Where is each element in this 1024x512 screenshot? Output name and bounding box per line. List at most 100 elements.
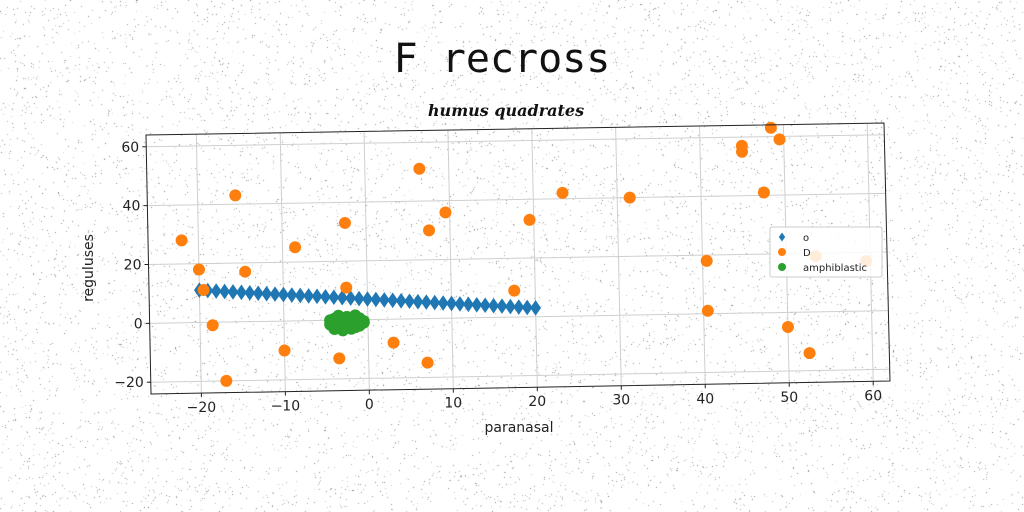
data-point bbox=[437, 295, 449, 311]
data-point bbox=[244, 285, 256, 301]
data-point bbox=[192, 263, 205, 276]
x-tick-label: 30 bbox=[612, 393, 630, 409]
x-tick-label: −20 bbox=[187, 400, 217, 416]
x-tick-label: 40 bbox=[696, 391, 714, 407]
data-point bbox=[504, 298, 516, 315]
legend-box bbox=[769, 226, 883, 278]
data-point bbox=[311, 288, 323, 305]
data-point bbox=[423, 224, 436, 237]
data-point bbox=[623, 191, 636, 204]
data-point bbox=[530, 300, 542, 316]
data-point bbox=[701, 304, 714, 317]
data-point bbox=[421, 356, 434, 369]
data-point bbox=[378, 292, 390, 308]
data-point bbox=[338, 216, 351, 229]
y-gridline bbox=[147, 192, 886, 207]
data-point bbox=[269, 286, 281, 302]
series-3 bbox=[324, 309, 370, 337]
data-point bbox=[523, 213, 536, 226]
chart-subtitle: humus quadrates bbox=[428, 101, 584, 120]
x-axis-label: paranasal bbox=[484, 420, 553, 436]
series-2 bbox=[175, 121, 873, 387]
x-tick-label: 50 bbox=[780, 390, 798, 406]
data-point bbox=[521, 299, 533, 316]
data-point bbox=[387, 292, 399, 309]
data-point bbox=[303, 288, 315, 304]
y-tick-labels: −20 0 20 40 60 bbox=[114, 140, 151, 391]
data-markers bbox=[175, 121, 873, 387]
data-point bbox=[362, 291, 373, 307]
y-tick-label: −20 bbox=[114, 375, 144, 391]
data-point bbox=[235, 284, 247, 301]
data-point bbox=[387, 336, 400, 349]
data-point bbox=[210, 283, 222, 299]
data-point bbox=[353, 290, 365, 307]
data-point bbox=[513, 299, 525, 315]
data-point bbox=[496, 298, 508, 314]
y-axis-label: reguluses bbox=[81, 234, 97, 302]
grid-lines bbox=[146, 123, 890, 394]
data-point bbox=[764, 121, 777, 134]
y-tick-label: 60 bbox=[121, 140, 139, 156]
data-point bbox=[320, 289, 331, 305]
data-point bbox=[508, 284, 521, 297]
data-point bbox=[261, 285, 273, 302]
data-point bbox=[349, 309, 362, 322]
x-tick-label: 10 bbox=[444, 396, 462, 412]
data-point bbox=[395, 293, 407, 309]
data-point bbox=[227, 284, 239, 300]
data-point bbox=[773, 133, 786, 146]
data-point bbox=[353, 319, 366, 332]
data-point bbox=[219, 283, 230, 300]
data-point bbox=[345, 290, 357, 306]
data-point bbox=[340, 281, 353, 294]
data-point bbox=[446, 295, 457, 312]
data-point bbox=[462, 296, 474, 313]
data-point bbox=[803, 347, 816, 360]
data-point bbox=[278, 344, 291, 357]
legend-entry: amphiblastic bbox=[803, 263, 867, 274]
data-point bbox=[413, 162, 426, 175]
data-point bbox=[488, 297, 499, 314]
data-point bbox=[471, 296, 483, 313]
data-point bbox=[757, 186, 770, 199]
data-point bbox=[294, 287, 306, 304]
data-point bbox=[439, 206, 452, 219]
chart-title: F recross bbox=[394, 36, 611, 82]
data-point bbox=[333, 352, 346, 365]
data-point bbox=[404, 293, 415, 310]
data-point bbox=[252, 285, 264, 302]
y-tick-label: 40 bbox=[123, 199, 141, 215]
plot-area: −20 −10 0 10 20 30 40 50 60 −20 0 20 40 60 bbox=[114, 121, 891, 416]
legend-marker bbox=[778, 263, 786, 271]
x-tick-label: 0 bbox=[365, 397, 374, 413]
y-gridline bbox=[148, 251, 888, 265]
data-point bbox=[175, 234, 188, 247]
plot-frame bbox=[145, 122, 891, 395]
data-point bbox=[220, 374, 233, 387]
data-point bbox=[736, 145, 749, 158]
data-point bbox=[429, 294, 441, 311]
data-point bbox=[700, 254, 713, 267]
y-tick-label: 20 bbox=[124, 258, 142, 274]
data-point bbox=[278, 286, 289, 303]
series-1 bbox=[193, 282, 542, 316]
data-point bbox=[206, 319, 219, 332]
data-point bbox=[289, 241, 302, 254]
data-point bbox=[336, 289, 348, 306]
x-tick-label: −10 bbox=[271, 399, 301, 415]
y-gridline bbox=[146, 134, 885, 148]
data-point bbox=[479, 297, 491, 314]
x-tick-label: 20 bbox=[528, 394, 546, 410]
data-point bbox=[420, 294, 432, 310]
x-tick-label: 60 bbox=[864, 388, 882, 404]
data-point bbox=[370, 291, 382, 308]
data-point bbox=[454, 296, 466, 312]
legend-entry: o bbox=[803, 233, 809, 244]
y-gridline bbox=[149, 310, 889, 324]
data-point bbox=[286, 287, 298, 303]
y-tick-label: 0 bbox=[134, 316, 143, 332]
data-point bbox=[229, 189, 242, 202]
data-point bbox=[781, 321, 794, 334]
